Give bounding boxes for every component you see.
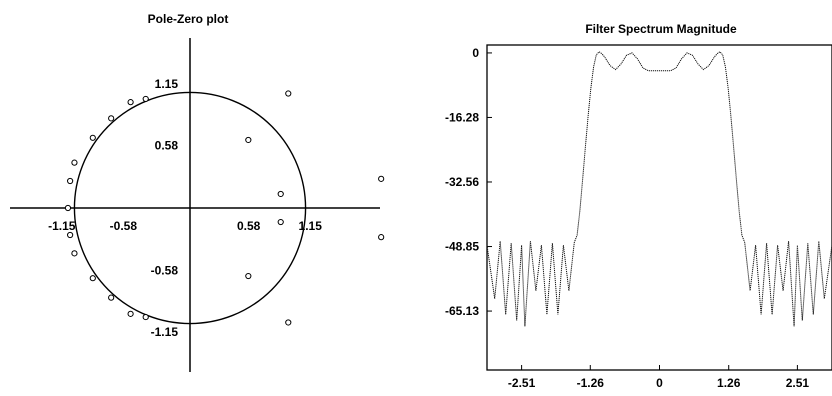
sp-y-tick-label: -48.85	[445, 240, 479, 254]
pz-x-tick-label: 1.15	[299, 219, 323, 233]
spectrum-plot: Filter Spectrum Magnitude 0 -16.28 -32.56 -…	[445, 22, 832, 390]
sp-x-tick-label: 2.51	[786, 376, 810, 390]
pole-zero-title: Pole-Zero plot	[148, 12, 229, 26]
pole-zero-marker	[108, 294, 115, 301]
pole-zero-marker	[142, 313, 149, 321]
pole-zero-marker	[245, 272, 252, 280]
pole-zero-marker	[378, 175, 385, 182]
pole-zero-marker	[245, 136, 252, 144]
pz-y-tick-label: 0.58	[155, 138, 179, 152]
pz-y-tick-label: 1.15	[155, 77, 179, 91]
sp-y-tick-label: -32.56	[445, 175, 479, 189]
pole-zero-marker	[127, 310, 134, 317]
sp-x-tick-label: 1.26	[717, 376, 741, 390]
pole-zero-marker	[108, 115, 115, 122]
pole-zero-plot: Pole-Zero plot -1.15 -0.58 0.58 1.15 1.15 0.5…	[10, 12, 385, 372]
pole-zero-marker	[71, 250, 78, 257]
pz-x-tick-label: 0.58	[237, 219, 261, 233]
unit-circle	[73, 91, 307, 325]
sp-y-tick-label: -65.13	[445, 304, 479, 318]
pole-zero-marker	[67, 231, 74, 239]
pole-zero-marker	[277, 218, 284, 226]
sp-x-tick-label: 0	[656, 376, 663, 390]
pole-zero-marker	[64, 204, 72, 212]
pole-zero-marker	[142, 95, 149, 103]
sp-y-tick-label: -16.28	[445, 110, 479, 124]
pole-zero-marker	[285, 319, 292, 326]
pz-y-tick-label: -0.58	[151, 264, 179, 278]
pz-x-tick-label: -0.58	[110, 219, 138, 233]
pole-zero-marker	[378, 234, 385, 241]
pole-zero-marker	[127, 99, 134, 106]
pole-zero-marker	[89, 275, 96, 282]
pz-y-tick-label: -1.15	[151, 325, 179, 339]
pole-zero-marker	[89, 134, 96, 141]
sp-y-tick-label: 0	[472, 46, 479, 60]
pole-zero-marker	[285, 90, 292, 97]
sp-x-tick-label: -1.26	[577, 376, 605, 390]
sp-x-tick-label: -2.51	[508, 376, 536, 390]
pole-zero-marker	[67, 177, 74, 185]
pole-zero-marker	[277, 190, 284, 198]
magnitude-line	[486, 51, 832, 327]
plot-frame	[486, 44, 832, 371]
spectrum-title: Filter Spectrum Magnitude	[585, 22, 737, 36]
pz-x-tick-label: -1.15	[48, 219, 76, 233]
pole-zero-marker	[71, 159, 78, 166]
